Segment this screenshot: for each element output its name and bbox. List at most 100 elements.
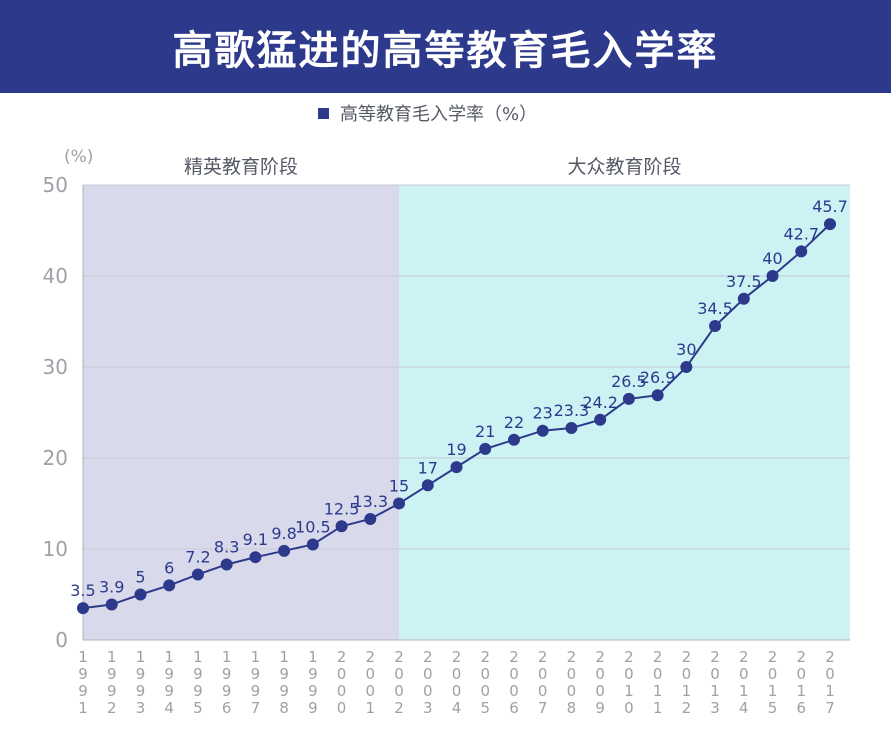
data-label-1996: 8.3: [214, 537, 239, 556]
data-point-1998: [278, 544, 291, 557]
region-label-2: 大众教育阶段: [568, 156, 682, 178]
data-point-2015: [766, 270, 779, 282]
data-point-2000: [335, 520, 348, 533]
data-point-2008: [565, 421, 578, 434]
y-tick-label-20: 20: [43, 446, 68, 470]
data-point-1999: [306, 538, 319, 551]
data-point-1997: [249, 551, 262, 564]
data-label-1992: 3.9: [99, 578, 124, 597]
data-point-1994: [163, 579, 176, 592]
data-point-2016: [795, 245, 808, 258]
data-labels: 3.5 3.9 5 6 7.28.3 9.1 9.810.512.513.315 17 19 21…: [70, 197, 848, 600]
data-label-1991: 3.5: [70, 581, 95, 600]
gridlines: [83, 184, 850, 550]
y-tick-label-30: 30: [43, 355, 68, 379]
data-label-2002: 15: [389, 477, 409, 496]
y-tick-label-50: 50: [43, 173, 68, 197]
data-label-2000: 12.5: [324, 499, 360, 518]
data-label-2008: 23.3: [554, 401, 590, 420]
data-point-2010: [622, 392, 635, 405]
data-label-1997: 9.1: [243, 530, 268, 549]
data-point-2017: [824, 218, 836, 231]
data-label-1993: 5: [135, 568, 145, 587]
data-label-2015: 40: [762, 249, 782, 268]
data-label-2010: 26.5: [611, 372, 647, 391]
legend: 高等教育毛入学率（%）: [318, 104, 537, 125]
data-label-1998: 9.8: [271, 524, 296, 543]
data-point-2002: [393, 497, 406, 510]
data-point-2007: [536, 424, 549, 437]
data-label-1994: 6: [164, 558, 174, 577]
data-point-2011: [651, 389, 664, 402]
data-point-1995: [191, 568, 204, 581]
data-point-2009: [594, 413, 607, 426]
region-2: [399, 185, 850, 640]
title-bar: 高歌猛进的高等教育毛入学率: [0, 0, 891, 93]
data-point-2003: [421, 479, 434, 492]
region-label-1: 精英教育阶段: [184, 156, 298, 178]
y-tick-label-10: 10: [43, 537, 68, 561]
data-label-2013: 34.5: [697, 299, 733, 318]
data-point-1991: [77, 602, 89, 615]
data-label-2017: 45.7: [812, 197, 848, 216]
data-label-1999: 10.5: [295, 517, 331, 536]
y-unit-label: (%): [64, 147, 93, 167]
legend-swatch: [318, 108, 329, 119]
data-label-2005: 21: [475, 422, 495, 441]
region-1: [83, 185, 400, 640]
data-label-2004: 19: [446, 440, 466, 459]
data-label-2011: 26.9: [640, 368, 676, 387]
data-point-2006: [507, 433, 520, 446]
data-label-2001: 13.3: [352, 492, 388, 511]
data-point-2014: [737, 292, 750, 305]
data-point-2012: [680, 361, 693, 373]
stage-regions: 精英教育阶段 大众教育阶段: [83, 156, 850, 640]
axes: 0 10 20 30 40 50 1 9 9 1 1 9 9 2 1 9 9 3 1 9 9 4 1 9 9 5 1 9 9 6 1 9 9 7 1…: [43, 173, 850, 717]
data-label-2006: 22: [504, 413, 524, 432]
data-markers: [77, 218, 836, 615]
data-label-1995: 7.2: [185, 547, 210, 566]
data-point-1993: [134, 588, 147, 601]
data-point-1996: [220, 558, 233, 571]
data-point-2013: [709, 320, 722, 333]
chart-title: 高歌猛进的高等教育毛入学率: [172, 27, 719, 74]
data-point-1992: [105, 598, 118, 611]
data-label-2012: 30: [676, 340, 696, 359]
data-label-2003: 17: [418, 458, 438, 477]
data-label-2009: 24.2: [582, 393, 618, 412]
data-label-2007: 23: [533, 404, 553, 423]
data-label-2014: 37.5: [726, 272, 762, 291]
y-tick-label-40: 40: [43, 264, 68, 288]
data-point-2004: [450, 461, 463, 474]
legend-label: 高等教育毛入学率（%）: [340, 104, 537, 125]
y-tick-label-0: 0: [55, 628, 68, 652]
